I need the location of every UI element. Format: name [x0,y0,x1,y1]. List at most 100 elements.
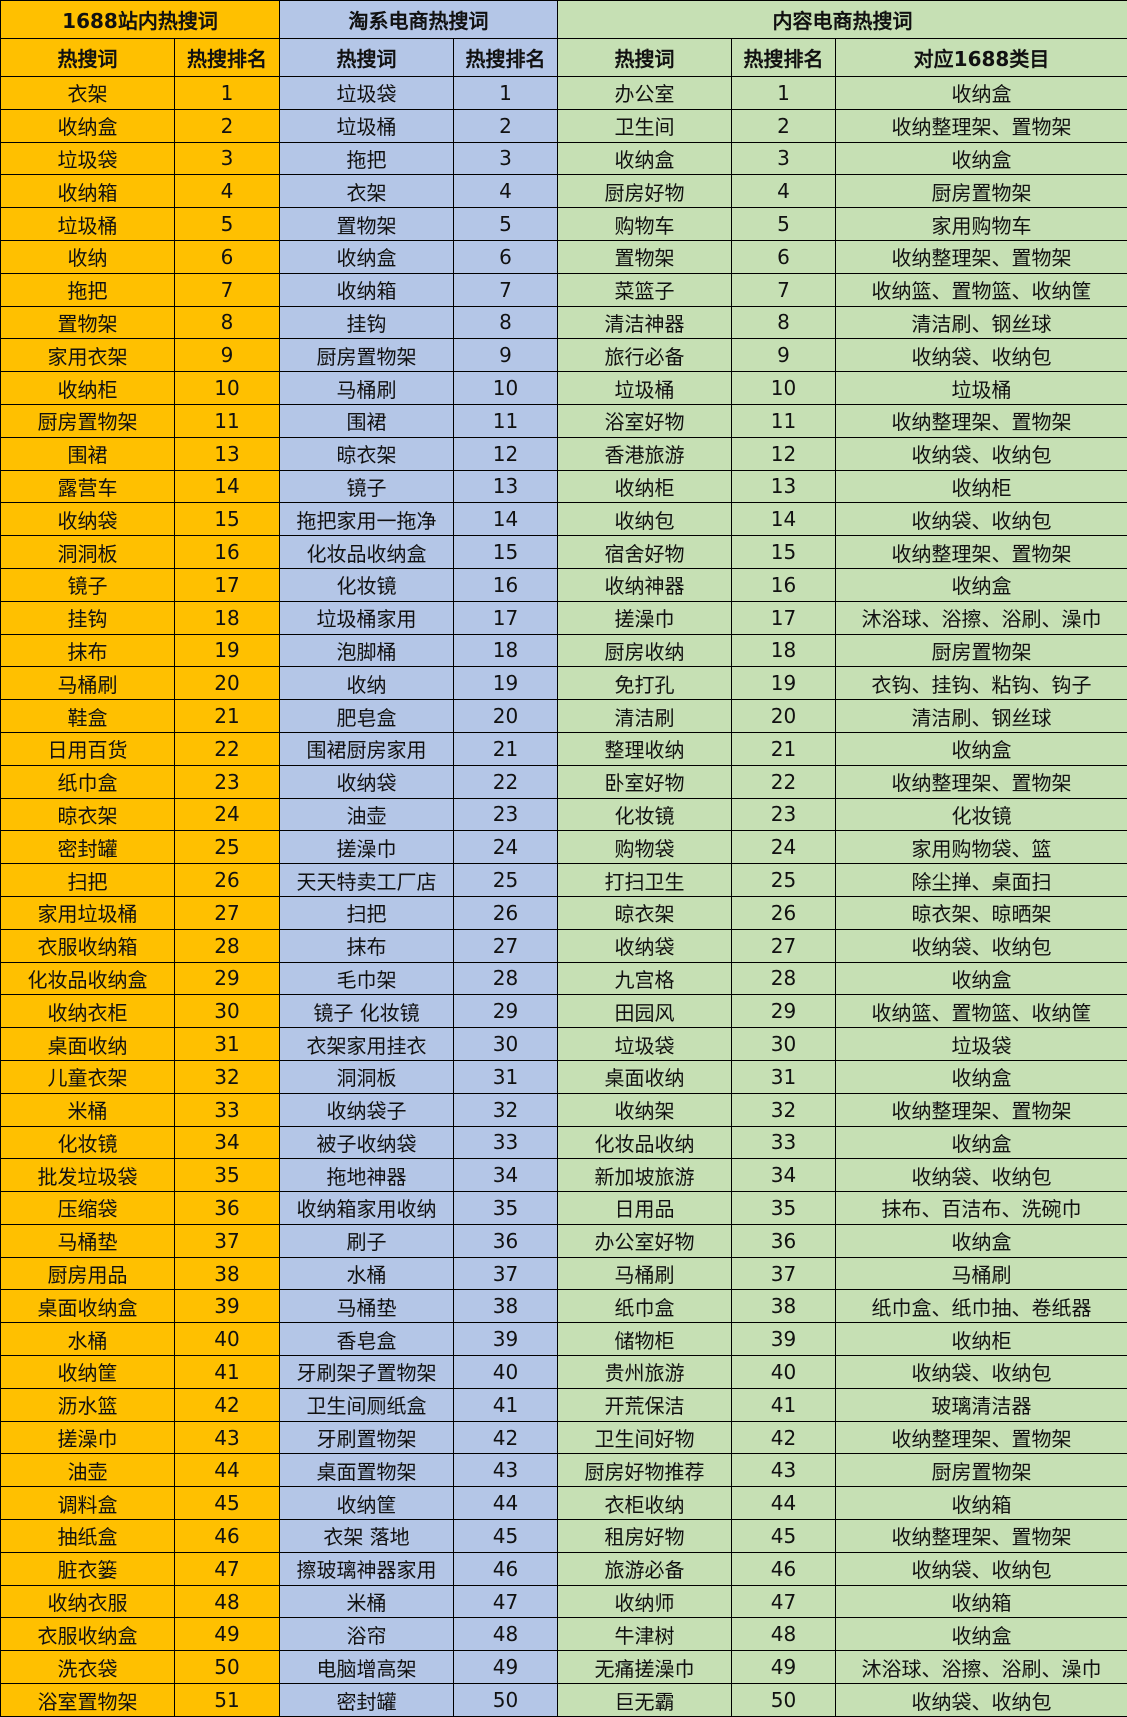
cell-content-rank: 44 [731,1486,837,1521]
cell-1688-category: 收纳袋、收纳包 [835,928,1127,963]
cell-content-rank: 32 [731,1092,837,1127]
cell-taoxi-rank: 29 [453,994,559,1029]
cell-content-keyword: 垃圾桶 [557,371,733,405]
cell-1688-category: 收纳袋、收纳包 [835,502,1127,537]
cell-1688-rank: 51 [173,1683,281,1717]
cell-taoxi-keyword: 厨房置物架 [279,338,455,373]
cell-1688-rank: 19 [173,633,281,668]
cell-taoxi-keyword: 收纳箱 [279,272,455,307]
cell-taoxi-keyword: 桌面置物架 [279,1453,455,1488]
cell-1688-category: 收纳整理架、置物架 [835,403,1127,438]
cell-content-keyword: 牛津树 [557,1617,733,1652]
cell-taoxi-rank: 1 [453,76,559,110]
cell-1688-category: 收纳盒 [835,1059,1127,1094]
cell-1688-category: 收纳整理架、置物架 [835,535,1127,569]
cell-content-rank: 14 [731,502,837,537]
cell-1688-keyword: 收纳柜 [0,371,175,405]
cell-taoxi-keyword: 水桶 [279,1256,455,1291]
cell-1688-rank: 49 [173,1617,281,1652]
cell-1688-keyword: 桌面收纳 [0,1027,175,1061]
cell-content-rank: 20 [731,699,837,733]
cell-1688-category: 收纳盒 [835,1125,1127,1160]
cell-1688-category: 收纳整理架、置物架 [835,1420,1127,1455]
cell-taoxi-rank: 44 [453,1486,559,1521]
cell-content-rank: 24 [731,830,837,865]
cell-content-rank: 26 [731,895,837,930]
cell-1688-category: 清洁刷、钢丝球 [835,699,1127,733]
cell-1688-category: 玻璃清洁器 [835,1387,1127,1422]
cell-1688-keyword: 收纳箱 [0,174,175,209]
cell-taoxi-rank: 50 [453,1683,559,1717]
cell-taoxi-rank: 40 [453,1355,559,1389]
table-row: 衣服收纳盒 49 浴帘 48 牛津树 48 收纳盒 [0,1617,1127,1652]
cell-content-keyword: 卫生间好物 [557,1420,733,1455]
cell-1688-keyword: 沥水篮 [0,1387,175,1422]
cell-content-rank: 30 [731,1027,837,1061]
cell-taoxi-rank: 11 [453,403,559,438]
table-row: 家用衣架 9 厨房置物架 9 旅行必备 9 收纳袋、收纳包 [0,338,1127,373]
cell-1688-keyword: 儿童衣架 [0,1059,175,1094]
cell-taoxi-rank: 47 [453,1584,559,1619]
cell-taoxi-keyword: 挂钩 [279,305,455,340]
table-row: 桌面收纳盒 39 马桶垫 38 纸巾盒 38 纸巾盒、纸巾抽、卷纸器 [0,1289,1127,1324]
cell-taoxi-rank: 19 [453,666,559,701]
cell-taoxi-rank: 36 [453,1223,559,1258]
cell-content-rank: 7 [731,272,837,307]
cell-content-keyword: 收纳袋 [557,928,733,963]
cell-content-keyword: 日用品 [557,1191,733,1225]
cell-1688-keyword: 抽纸盒 [0,1519,175,1553]
cell-1688-keyword: 密封罐 [0,830,175,865]
cell-1688-rank: 4 [173,174,281,209]
table-row: 垃圾袋 3 拖把 3 收纳盒 3 收纳盒 [0,141,1127,176]
cell-1688-rank: 30 [173,994,281,1029]
cell-content-keyword: 衣柜收纳 [557,1486,733,1521]
cell-1688-category: 收纳篮、置物篮、收纳筐 [835,994,1127,1029]
cell-taoxi-keyword: 拖把 [279,141,455,176]
cell-content-rank: 48 [731,1617,837,1652]
cell-1688-category: 收纳袋、收纳包 [835,1683,1127,1717]
cell-content-keyword: 无痛搓澡巾 [557,1650,733,1685]
cell-1688-category: 马桶刷 [835,1256,1127,1291]
cell-content-keyword: 清洁刷 [557,699,733,733]
cell-1688-category: 收纳盒 [835,141,1127,176]
cell-1688-rank: 20 [173,666,281,701]
cell-1688-rank: 48 [173,1584,281,1619]
cell-content-keyword: 办公室好物 [557,1223,733,1258]
cell-content-rank: 8 [731,305,837,340]
cell-taoxi-rank: 38 [453,1289,559,1324]
cell-taoxi-keyword: 拖地神器 [279,1158,455,1193]
col-header-1688-category: 对应1688类目 [835,38,1127,77]
cell-taoxi-keyword: 马桶刷 [279,371,455,405]
cell-taoxi-keyword: 泡脚桶 [279,633,455,668]
cell-content-keyword: 卫生间 [557,108,733,143]
cell-1688-rank: 33 [173,1092,281,1127]
table-row: 马桶刷 20 收纳 19 免打孔 19 衣钩、挂钩、粘钩、钩子 [0,666,1127,701]
cell-1688-category: 收纳箱 [835,1584,1127,1619]
cell-taoxi-rank: 14 [453,502,559,537]
cell-1688-rank: 9 [173,338,281,373]
cell-taoxi-keyword: 镜子 [279,469,455,504]
cell-1688-category: 沐浴球、浴擦、浴刷、澡巾 [835,600,1127,635]
cell-taoxi-keyword: 毛巾架 [279,961,455,996]
cell-1688-category: 收纳袋、收纳包 [835,1355,1127,1389]
col-header-taoxi-rank: 热搜排名 [453,38,559,77]
cell-content-rank: 49 [731,1650,837,1685]
cell-1688-keyword: 油壶 [0,1453,175,1488]
cell-content-keyword: 购物袋 [557,830,733,865]
cell-taoxi-keyword: 抹布 [279,928,455,963]
cell-content-keyword: 浴室好物 [557,403,733,438]
cell-1688-category: 化妆镜 [835,797,1127,832]
cell-taoxi-keyword: 卫生间厕纸盒 [279,1387,455,1422]
cell-1688-category: 厨房置物架 [835,633,1127,668]
cell-taoxi-rank: 33 [453,1125,559,1160]
cell-1688-rank: 16 [173,535,281,569]
cell-taoxi-keyword: 收纳 [279,666,455,701]
cell-taoxi-keyword: 米桶 [279,1584,455,1619]
cell-content-rank: 13 [731,469,837,504]
cell-1688-category: 收纳盒 [835,1223,1127,1258]
cell-content-rank: 6 [731,239,837,274]
cell-content-keyword: 收纳架 [557,1092,733,1127]
cell-taoxi-keyword: 刷子 [279,1223,455,1258]
cell-taoxi-rank: 31 [453,1059,559,1094]
cell-1688-keyword: 厨房置物架 [0,403,175,438]
